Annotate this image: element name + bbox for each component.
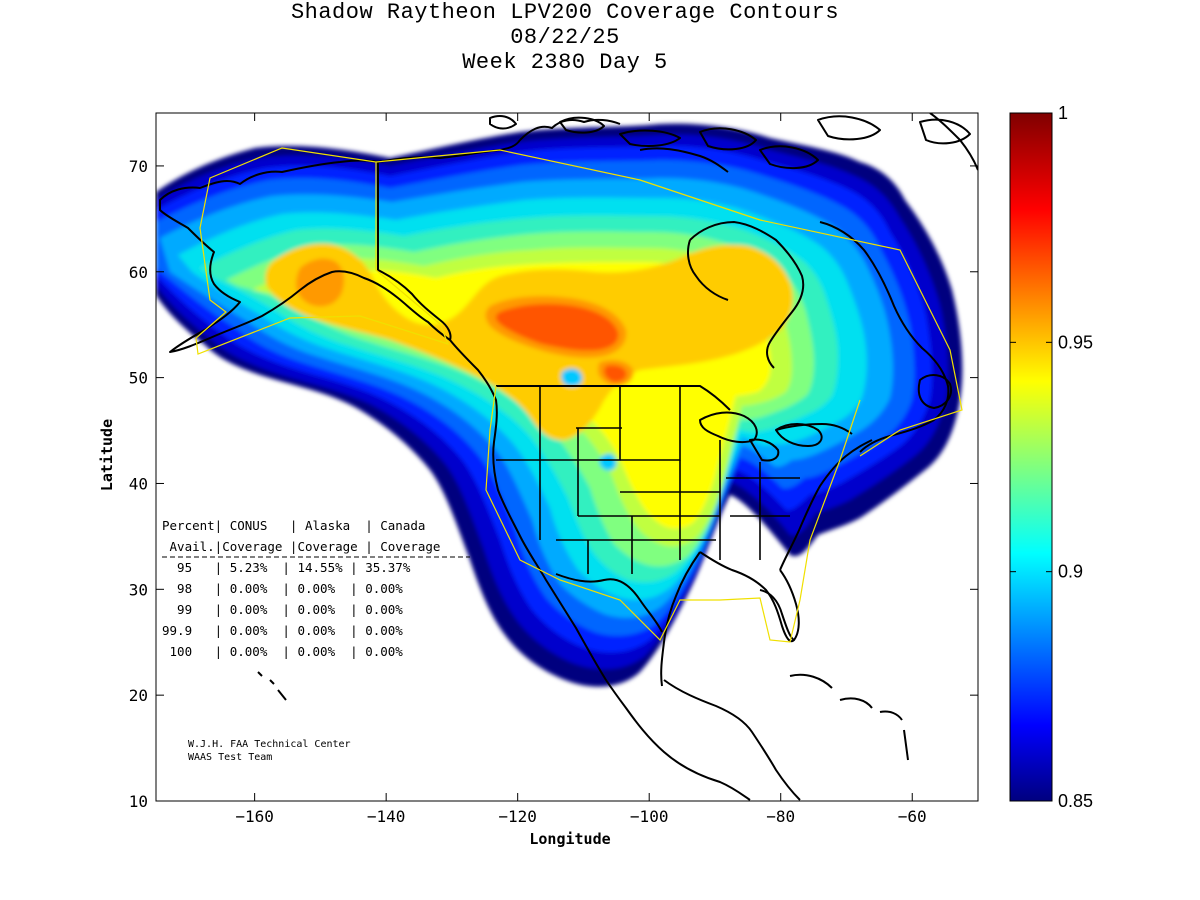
table-row: 99 | 0.00% | 0.00% | 0.00% bbox=[162, 602, 403, 617]
colorbar-tick-label: 0.95 bbox=[1058, 332, 1093, 352]
colorbar-tick-label: 0.9 bbox=[1058, 562, 1083, 582]
x-tick-label: −80 bbox=[766, 807, 795, 826]
y-tick-label: 10 bbox=[129, 792, 148, 811]
table-row: 95 | 5.23% | 14.55% | 35.37% bbox=[162, 560, 411, 575]
table-header-line-2: Avail.|Coverage |Coverage | Coverage bbox=[162, 539, 440, 554]
pacific-coast bbox=[449, 339, 751, 801]
x-tick-label: −160 bbox=[235, 807, 274, 826]
credit-line-1: W.J.H. FAA Technical Center bbox=[188, 739, 351, 750]
x-tick-label: −120 bbox=[498, 807, 537, 826]
y-tick-label: 40 bbox=[129, 474, 148, 493]
caribbean-islands bbox=[789, 673, 909, 761]
alaska-outline bbox=[159, 159, 452, 353]
alaska-service-boundary bbox=[195, 147, 450, 355]
colorbar-tick-label: 1 bbox=[1058, 103, 1068, 123]
newfoundland bbox=[917, 374, 952, 409]
greenland bbox=[929, 113, 978, 171]
contour-band-097 bbox=[495, 304, 627, 382]
hawaii-islands bbox=[257, 671, 287, 701]
chart-title-line-2: 08/22/25 bbox=[510, 25, 620, 50]
y-tick-label: 70 bbox=[129, 157, 148, 176]
y-tick-label: 30 bbox=[129, 580, 148, 599]
mexico-outline bbox=[555, 573, 801, 801]
labrador-coast bbox=[819, 221, 950, 453]
gulf-coast bbox=[660, 551, 795, 687]
florida bbox=[759, 569, 800, 641]
x-axis: −160 −140 −120 −100 −80 −60 bbox=[235, 113, 927, 826]
y-tick-label: 60 bbox=[129, 263, 148, 282]
us-east-coast bbox=[779, 439, 873, 571]
hudson-bay-coast bbox=[687, 221, 805, 369]
chart-title-line-1: Shadow Raytheon LPV200 Coverage Contours bbox=[290, 0, 840, 25]
canada-arctic-coast bbox=[377, 118, 729, 173]
chart-title-line-3: Week 2380 Day 5 bbox=[462, 50, 668, 75]
y-tick-label: 20 bbox=[129, 686, 148, 705]
x-tick-label: −100 bbox=[630, 807, 669, 826]
table-header-line-1: Percent| CONUS | Alaska | Canada bbox=[162, 518, 425, 533]
x-tick-label: −140 bbox=[367, 807, 406, 826]
y-tick-label: 50 bbox=[129, 369, 148, 388]
great-lakes bbox=[699, 411, 823, 462]
us-canada-border bbox=[496, 385, 853, 435]
credit-line-2: WAAS Test Team bbox=[188, 752, 272, 763]
x-axis-label: Longitude bbox=[529, 830, 610, 848]
colorbar-tick-label: 0.85 bbox=[1058, 791, 1093, 811]
colorbar-gradient bbox=[1009, 112, 1053, 802]
canada-service-boundary bbox=[375, 149, 963, 643]
x-tick-label: −60 bbox=[898, 807, 927, 826]
service-boundaries bbox=[195, 147, 963, 643]
state-lines bbox=[496, 386, 800, 574]
colorbar: 1 0.95 0.9 0.85 bbox=[1009, 103, 1093, 811]
table-row: 99.9 | 0.00% | 0.00% | 0.00% bbox=[162, 623, 403, 638]
plot-area bbox=[156, 113, 978, 801]
table-row: 100 | 0.00% | 0.00% | 0.00% bbox=[162, 644, 403, 659]
colorbar-ticks: 1 0.95 0.9 0.85 bbox=[1010, 103, 1093, 811]
arctic-islands bbox=[489, 115, 971, 170]
coverage-contours bbox=[156, 123, 963, 687]
plot-frame bbox=[155, 112, 979, 802]
coverage-table: Percent| CONUS | Alaska | Canada Avail.|… bbox=[162, 518, 470, 659]
table-row: 98 | 0.00% | 0.00% | 0.00% bbox=[162, 581, 403, 596]
geographic-outlines bbox=[159, 113, 978, 801]
y-axis-label: Latitude bbox=[98, 419, 116, 491]
y-axis: 10 20 30 40 50 60 70 bbox=[129, 157, 978, 811]
